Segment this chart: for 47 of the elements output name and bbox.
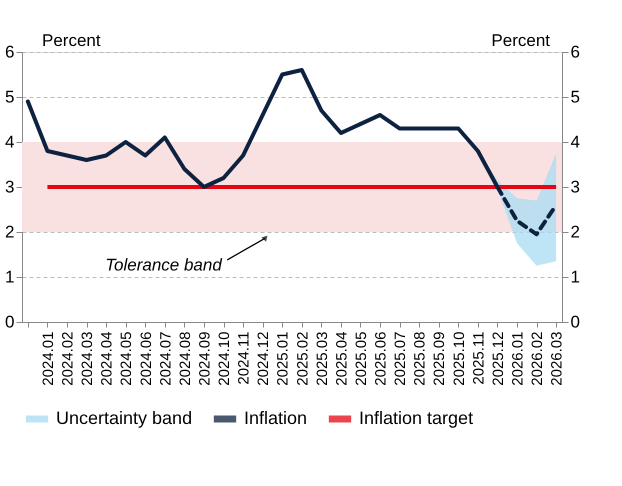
y2-tick-label: 6 — [570, 42, 580, 62]
x-tick-label: 2024.01 — [40, 332, 57, 386]
band-label: Tolerance band — [105, 255, 222, 274]
x-tick-label: 2025.10 — [450, 332, 468, 386]
x-tick-label: 2026.02 — [529, 332, 546, 386]
x-tick-label: 2024.10 — [216, 332, 234, 386]
legend-label: Inflation target — [359, 408, 474, 428]
y2-axis-title: Percent — [491, 31, 550, 50]
y2-tick-label: 0 — [570, 312, 580, 332]
legend-label: Inflation — [244, 408, 308, 428]
x-tick-label: 2025.06 — [372, 332, 390, 386]
x-tick-label: 2024.07 — [157, 332, 174, 386]
x-tick-label: 2026.01 — [510, 332, 526, 386]
text: Uncertainty band — [56, 408, 192, 428]
x-tick-label: 2025.07 — [392, 332, 410, 386]
x-tick-label: 2024.09 — [196, 332, 214, 386]
x-tick-label: 2025.03 — [314, 332, 331, 386]
x-tick-label: 2024.03 — [79, 332, 96, 386]
y-tick-label: 0 — [5, 312, 14, 332]
x-tick-label: 2026.03 — [548, 332, 566, 386]
x-tick-label: 2024.06 — [138, 332, 155, 386]
x-tick-label: 2025.04 — [333, 332, 350, 386]
x-tick-label: 2024.08 — [176, 332, 194, 386]
y-axis-title: Percent — [42, 31, 101, 50]
y2-tick-label: 2 — [570, 222, 580, 242]
x-tick-label: 2025.11 — [470, 332, 488, 385]
x-tick-label: 2024.05 — [118, 332, 136, 386]
x-tick-label: 2024.04 — [98, 332, 116, 386]
y-tick-label: 2 — [5, 222, 14, 242]
x-tick-label: 2024.11 — [236, 332, 253, 385]
y-tick-label: 3 — [5, 178, 14, 196]
x-tick-label: 2024.02 — [60, 332, 76, 386]
y2-tick-label: 3 — [570, 178, 580, 196]
x-tick-label: 2025.05 — [352, 332, 370, 386]
y-tick-label: 6 — [5, 42, 14, 62]
y2-tick-label: 5 — [570, 88, 580, 106]
x-tick-label: 2025.12 — [490, 332, 507, 386]
x-tick-label: 2025.01 — [274, 332, 292, 386]
y2-tick-label: 1 — [570, 268, 580, 286]
y-tick-label: 1 — [5, 268, 14, 286]
x-tick-label: 2025.02 — [294, 332, 312, 386]
x-tick-label: 2025.09 — [431, 332, 448, 386]
y-tick-label: 5 — [5, 88, 14, 106]
y2-tick-label: 4 — [570, 132, 580, 152]
x-tick-label: 2025.08 — [412, 332, 429, 386]
x-tick-label: 2024.12 — [255, 332, 272, 386]
y-tick-label: 4 — [5, 132, 14, 152]
